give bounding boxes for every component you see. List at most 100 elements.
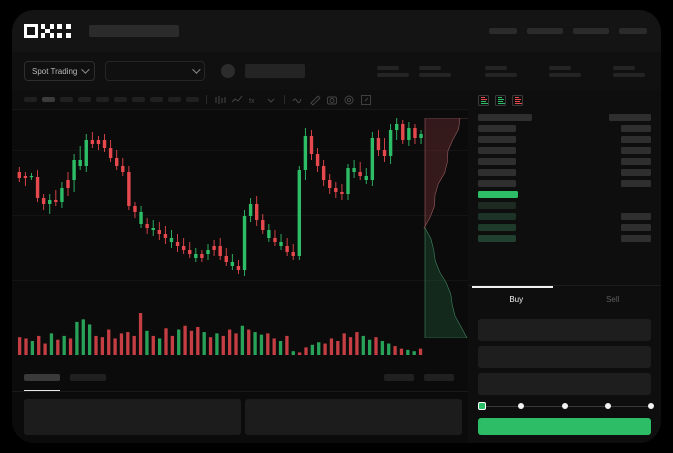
order-field-total[interactable] (478, 373, 651, 395)
bottom-tab-bar (12, 368, 468, 386)
timeframe-button[interactable] (132, 97, 145, 102)
orderbook-price-cell (478, 202, 516, 209)
okx-logo-icon[interactable] (24, 24, 71, 38)
orderbook-amount-cell (621, 235, 651, 242)
gridline (12, 280, 468, 281)
timeframe-button[interactable] (168, 97, 181, 102)
orderbook-row[interactable] (478, 213, 651, 224)
orderbook-row[interactable] (478, 147, 651, 158)
ticker-stat (419, 65, 451, 77)
logo-k-glyph (40, 24, 55, 38)
app-screen: Spot Trading (12, 10, 661, 443)
bottom-panel[interactable] (24, 399, 241, 435)
orderbook-and-order-panel: Buy Sell (468, 90, 661, 443)
bottom-action-2[interactable] (424, 373, 454, 381)
timeframe-button[interactable] (150, 97, 163, 102)
orderbook-header-row[interactable] (478, 114, 651, 125)
orderbook-row[interactable] (478, 169, 651, 180)
nav-link-4[interactable] (619, 28, 647, 34)
orderbook-asks-icon[interactable] (512, 94, 523, 106)
orderbook-row[interactable] (478, 136, 651, 147)
bottom-action-1[interactable] (384, 373, 414, 381)
line-chart-icon[interactable] (231, 94, 243, 106)
orderbook-price-cell (478, 224, 516, 231)
nav-link-3[interactable] (573, 28, 609, 34)
orderbook-price-cell (478, 213, 516, 220)
orderbook-amount-cell (621, 180, 651, 187)
ticker-stat (549, 65, 581, 77)
orderbook-bids-icon[interactable] (495, 94, 506, 106)
ticker-stat (377, 65, 409, 77)
orderbook-price-cell (478, 158, 516, 165)
orderbook-row[interactable] (478, 224, 651, 235)
orderbook-both-icon[interactable] (478, 94, 489, 106)
candlestick-chart-icon[interactable] (214, 94, 226, 106)
orderbook-amount-cell (621, 136, 651, 143)
indicator-icon[interactable]: fx (248, 94, 260, 106)
orderbook-amount-cell (621, 224, 651, 231)
orderbook-price-cell (478, 136, 516, 143)
trading-mode-label: Spot Trading (32, 66, 78, 76)
ticker-stat (485, 65, 517, 77)
tab-sell[interactable]: Sell (606, 295, 620, 304)
nav-link-1[interactable] (489, 28, 517, 34)
place-order-button[interactable] (478, 418, 651, 435)
orderbook-row[interactable] (478, 125, 651, 136)
orderbook-view-toggles (468, 90, 661, 110)
svg-text:fx: fx (249, 98, 255, 105)
orderbook-price-cell (478, 180, 516, 187)
slider-stop-50[interactable] (561, 403, 568, 409)
logo-x-glyph (57, 24, 71, 38)
timeframe-button[interactable] (96, 97, 109, 102)
gridline (12, 215, 468, 216)
timeframe-button-active[interactable] (42, 97, 55, 102)
bottom-panel[interactable] (245, 399, 462, 435)
timeframe-button[interactable] (60, 97, 73, 102)
fullscreen-icon[interactable] (360, 94, 372, 106)
orderbook-row[interactable] (478, 158, 651, 169)
wave-chart-icon[interactable] (292, 94, 304, 106)
top-navigation-bar (12, 10, 661, 52)
bottom-tab[interactable] (70, 373, 106, 381)
trading-mode-dropdown[interactable]: Spot Trading (24, 61, 96, 81)
volume-histogram (17, 313, 423, 355)
camera-icon[interactable] (326, 94, 338, 106)
order-amount-slider[interactable] (478, 400, 654, 412)
timeframe-button[interactable] (114, 97, 127, 102)
gear-icon[interactable] (343, 94, 355, 106)
gridline (12, 150, 468, 151)
timeframe-button[interactable] (78, 97, 91, 102)
pair-name-label (245, 64, 306, 78)
orderbook-row[interactable] (478, 235, 651, 246)
slider-stop-75[interactable] (604, 403, 611, 409)
orderbook-row[interactable] (478, 180, 651, 191)
order-side-tabs: Buy Sell (468, 285, 661, 313)
bottom-tab-active[interactable] (24, 373, 60, 381)
toolbar-divider (284, 95, 285, 104)
ruler-icon[interactable] (309, 94, 321, 106)
nav-link-2[interactable] (527, 28, 563, 34)
slider-stop-25[interactable] (518, 403, 525, 409)
order-form (468, 313, 661, 395)
orderbook-row[interactable] (478, 202, 651, 213)
slider-handle[interactable] (478, 402, 486, 410)
global-search-input[interactable] (89, 25, 179, 37)
chevron-down-icon (81, 65, 91, 74)
timeframe-button[interactable] (186, 97, 199, 102)
orderbook-amount-cell (621, 147, 651, 154)
bottom-tab-underline (24, 389, 60, 391)
coin-avatar (221, 64, 236, 78)
order-field-price[interactable] (478, 319, 651, 341)
orderbook-rows[interactable] (468, 110, 661, 285)
orderbook-amount-cell (621, 169, 651, 176)
chevron-down-icon[interactable] (265, 94, 277, 106)
market-depth-overlay (423, 118, 468, 338)
slider-stop-100[interactable] (648, 403, 654, 409)
tab-buy[interactable]: Buy (509, 295, 524, 304)
price-chart-area[interactable] (12, 110, 468, 368)
orderbook-last-price-row[interactable] (478, 191, 651, 202)
order-field-amount[interactable] (478, 346, 651, 368)
trading-pair-select[interactable] (105, 61, 206, 81)
orderbook-amount-cell (621, 158, 651, 165)
timeframe-button[interactable] (24, 97, 37, 102)
